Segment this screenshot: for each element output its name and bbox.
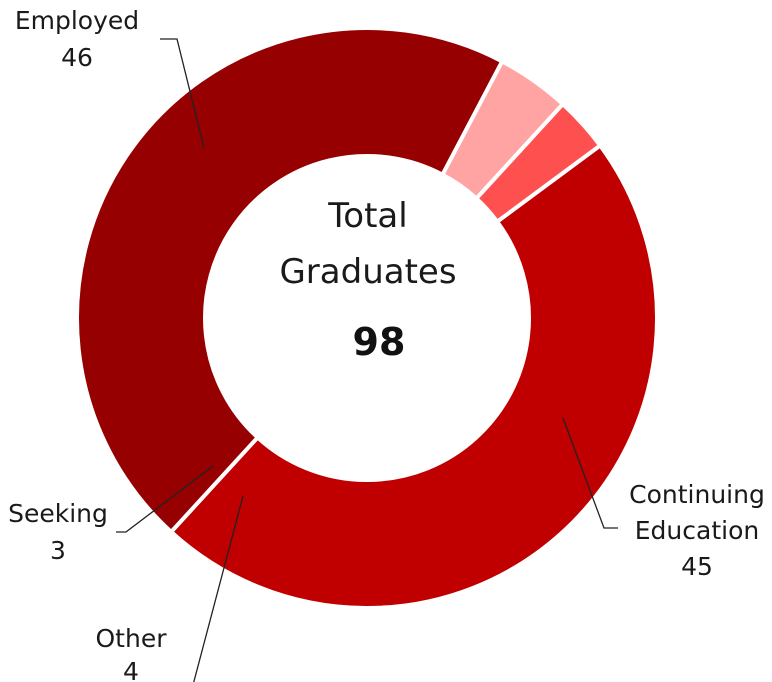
data-label-employed-value: 46	[61, 43, 93, 72]
center-label: Total Graduates 98	[279, 196, 456, 364]
donut-slices	[75, 26, 659, 610]
leader-line-other	[193, 495, 244, 682]
data-label-continuing-education: Continuing Education 45	[629, 480, 765, 581]
data-label-employed-name: Employed	[15, 6, 139, 35]
data-label-other: Other 4	[96, 624, 168, 682]
leader-line-employed	[160, 38, 205, 149]
data-label-seeking-value: 3	[50, 536, 66, 565]
data-label-employed: Employed 46	[15, 6, 139, 72]
center-total-value: 98	[353, 320, 406, 364]
slice-employed	[169, 143, 659, 610]
slice-seeking	[474, 102, 603, 224]
data-label-continuing-education-value: 45	[681, 552, 713, 581]
leader-line-seeking	[116, 465, 214, 533]
center-label-line-2: Graduates	[279, 252, 456, 292]
data-label-other-name: Other	[96, 624, 168, 653]
data-label-seeking: Seeking 3	[8, 499, 108, 565]
leader-line-continuing-education	[562, 417, 618, 529]
data-label-continuing-education-name-2: Education	[635, 516, 759, 545]
center-label-line-1: Total	[327, 196, 407, 236]
slice-continuing-education	[75, 26, 505, 534]
data-label-seeking-name: Seeking	[8, 499, 108, 528]
data-label-other-value: 4	[123, 657, 139, 682]
data-label-continuing-education-name-1: Continuing	[629, 480, 765, 509]
